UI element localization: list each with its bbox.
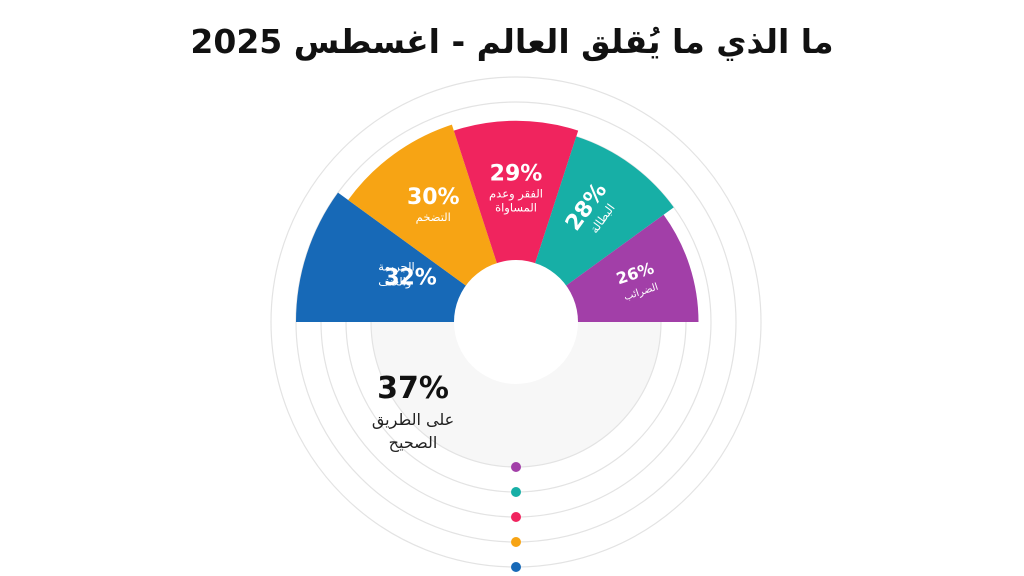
- center-hole: [454, 260, 578, 384]
- bar-1: [296, 192, 468, 322]
- summary-label-line-1: على الطريق: [372, 410, 454, 430]
- summary-value: 37%: [377, 371, 449, 406]
- bar-value-label-1: 32%: [384, 266, 437, 291]
- bar-category-label-3-2: المساواة: [495, 200, 537, 215]
- summary-group: 37% على الطريق الصحيح: [372, 371, 454, 453]
- summary-label-line-2: الصحيح: [389, 433, 438, 453]
- legend-dot-4: [511, 487, 521, 497]
- bar-category-label-3-1: الفقر وعدم: [489, 186, 543, 201]
- bar-value-label-3: 29%: [490, 161, 543, 186]
- chart-title: ما الذي ما يُقلق العالم - اغسطس 2025: [190, 22, 834, 61]
- bar-label-group-2: 30%التضخم: [407, 185, 460, 224]
- bar-5: [564, 214, 699, 322]
- legend-dot-3: [511, 512, 521, 522]
- bar-category-label-1-1: الجريمة: [378, 260, 414, 275]
- bar-category-label-1-2: والعنف: [378, 275, 411, 290]
- bar-3: [453, 120, 579, 265]
- bar-group: [296, 120, 699, 322]
- bar-4: [534, 136, 674, 287]
- bar-2: [348, 124, 498, 287]
- legend-dot-group: [511, 462, 521, 572]
- legend-dot-2: [511, 537, 521, 547]
- legend-dot-1: [511, 562, 521, 572]
- bar-value-label-2: 30%: [407, 185, 460, 210]
- legend-dot-5: [511, 462, 521, 472]
- bar-category-label-2-1: التضخم: [416, 210, 451, 224]
